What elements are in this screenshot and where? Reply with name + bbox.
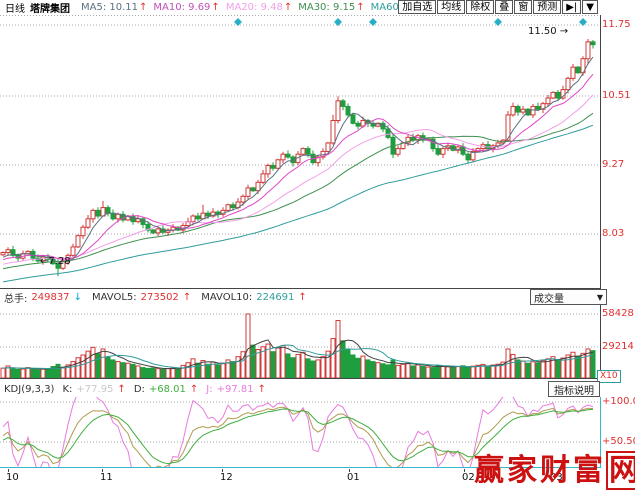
axis-label-+100.0: +100.0 xyxy=(602,396,635,407)
d-label: D: xyxy=(133,383,145,395)
axis-label-58428: 58428 xyxy=(602,308,634,319)
j-up-arrow-icon: ↑ xyxy=(257,383,267,395)
watermark: 赢家财富网 xyxy=(474,445,635,490)
ma-values: MA5: 10.11 ↑ MA10: 9.69 ↑ MA20: 9.48 ↑ MA30: 9… xyxy=(75,2,437,13)
ma5-value: MA5: 10.11 xyxy=(81,2,139,13)
volume-down-arrow-icon: ↓ xyxy=(73,291,82,303)
volume-header: 总手: 249837 ↓ MAVOL5: 273502 ↑ MAVOL10: 2… xyxy=(0,289,600,305)
ma10-value: MA10: 9.69 xyxy=(153,2,211,13)
k-up-arrow-icon: ↑ xyxy=(117,383,126,395)
time-tick-mark xyxy=(349,469,350,472)
axis-label-29214: 29214 xyxy=(602,341,634,352)
add-to-watchlist-button[interactable]: 加自选 xyxy=(398,0,437,14)
toolbar-buttons: 加自选 均线 除权叠窗预测 ▶| ▼ xyxy=(397,0,598,14)
ma20-value: MA20: 9.48 xyxy=(225,2,283,13)
chevron-down-icon: ▼ xyxy=(596,292,603,302)
next-page-button[interactable]: ▶| xyxy=(562,0,582,14)
time-tick-mark xyxy=(552,469,553,472)
kdj-label: KDJ(9,3,3) xyxy=(4,383,55,395)
d-up-arrow-icon: ↑ xyxy=(189,383,199,395)
mavol5-label: MAVOL5: xyxy=(91,291,137,303)
ma-lines-button[interactable]: 均线 xyxy=(437,0,466,14)
ma5-value-arrow-icon: ↑ xyxy=(139,2,148,13)
k-value: +77.95 xyxy=(76,383,114,395)
axis-label-10.51: 10.51 xyxy=(602,90,631,101)
time-tick-03: 03 xyxy=(550,472,563,483)
watermark-boxed-char: 网 xyxy=(606,451,635,490)
time-tick-01: 01 xyxy=(347,472,360,483)
high-price-annotation: 11.50 → xyxy=(528,26,569,37)
axis-label-11.75: 11.75 xyxy=(602,19,631,30)
mavol5-value: 273502 xyxy=(140,291,179,303)
time-tick-mark xyxy=(8,469,9,472)
axis-label-8.03: 8.03 xyxy=(602,228,625,239)
j-label: J: xyxy=(206,383,213,395)
volume-chart[interactable] xyxy=(0,305,601,380)
window-button[interactable]: 窗 xyxy=(514,0,533,14)
volume-label: 总手: xyxy=(4,293,28,305)
volume-indicator-selected: 成交量 xyxy=(534,293,564,305)
low-price-annotation: ←7.28 xyxy=(40,256,71,267)
more-dropdown-button[interactable]: ▼ xyxy=(582,0,598,14)
stock-name: 塔牌集团 xyxy=(30,4,70,15)
toolbar: 日线 塔牌集团 MA5: 10.11 ↑ MA10: 9.69 ↑ MA20: 9.48… xyxy=(0,0,635,15)
k-label: K: xyxy=(62,383,73,395)
kdj-chart[interactable] xyxy=(0,397,601,468)
ma30-value: MA30: 9.15 xyxy=(298,2,356,13)
time-axis: 10 11 12 01 02 03 xyxy=(0,469,635,485)
ma10-value-arrow-icon: ↑ xyxy=(211,2,220,13)
main-candlestick-chart[interactable] xyxy=(0,15,601,289)
axis-label-9.27: 9.27 xyxy=(602,159,625,170)
mavol10-label: MAVOL10: xyxy=(201,291,253,303)
ma30-value-arrow-icon: ↑ xyxy=(356,2,365,13)
watermark-text: 赢家财富 xyxy=(474,453,606,488)
time-tick-mark xyxy=(102,469,103,472)
forecast-button[interactable]: 预测 xyxy=(533,0,562,14)
time-tick-12: 12 xyxy=(220,472,233,483)
axis-label-+50.50: +50.50 xyxy=(602,436,635,447)
time-tick-10: 10 xyxy=(6,472,19,483)
volume-indicator-dropdown[interactable]: 成交量 ▼ xyxy=(530,289,607,305)
volume-value: 249837 xyxy=(31,291,70,303)
time-tick-11: 11 xyxy=(100,472,113,483)
mavol10-value: 224691 xyxy=(256,291,295,303)
time-tick-mark xyxy=(464,469,465,472)
mavol5-up-arrow-icon: ↑ xyxy=(182,291,192,303)
ex-rights-button[interactable]: 除权 xyxy=(466,0,495,14)
indicator-help-button[interactable]: 指标说明 xyxy=(548,381,600,397)
mavol10-up-arrow-icon: ↑ xyxy=(298,291,307,303)
period-label[interactable]: 日线 xyxy=(5,4,25,15)
kdj-header: KDJ(9,3,3) K: +77.95 ↑ D: +68.01 ↑ J: +9… xyxy=(0,381,600,397)
time-tick-02: 02 xyxy=(462,472,475,483)
j-value: +97.81 xyxy=(216,383,254,395)
volume-multiplier-badge: X10 xyxy=(597,370,621,383)
ma20-value-arrow-icon: ↑ xyxy=(283,2,293,13)
d-value: +68.01 xyxy=(148,383,186,395)
overlay-button[interactable]: 叠 xyxy=(495,0,514,14)
time-tick-mark xyxy=(222,469,223,472)
